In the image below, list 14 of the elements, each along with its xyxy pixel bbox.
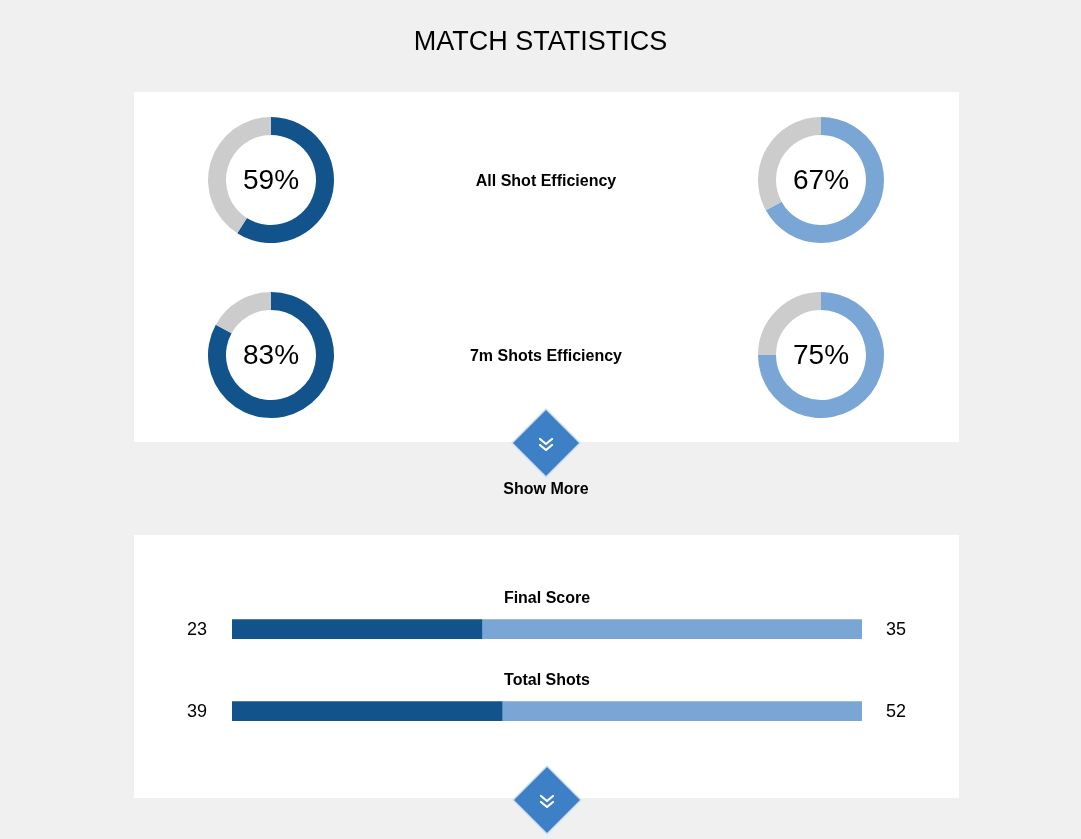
text: MATCH STATISTICS: [412, 25, 669, 58]
data-label: 35: [886, 619, 907, 640]
data-label: 67%: [792, 163, 850, 195]
data-label: 39: [186, 701, 207, 722]
data-label: 23: [186, 619, 207, 640]
data-label: 83%: [242, 338, 300, 370]
chart-title: Total Shots: [504, 671, 591, 689]
text: All Shot Efficiency: [474, 171, 618, 191]
text: Show More: [502, 479, 590, 499]
data-label: 59%: [242, 163, 300, 195]
text: 7m Shots Efficiency: [468, 346, 623, 366]
data-label: 52: [886, 701, 907, 722]
chart-title: Final Score: [503, 589, 591, 607]
data-label: 75%: [792, 338, 850, 370]
